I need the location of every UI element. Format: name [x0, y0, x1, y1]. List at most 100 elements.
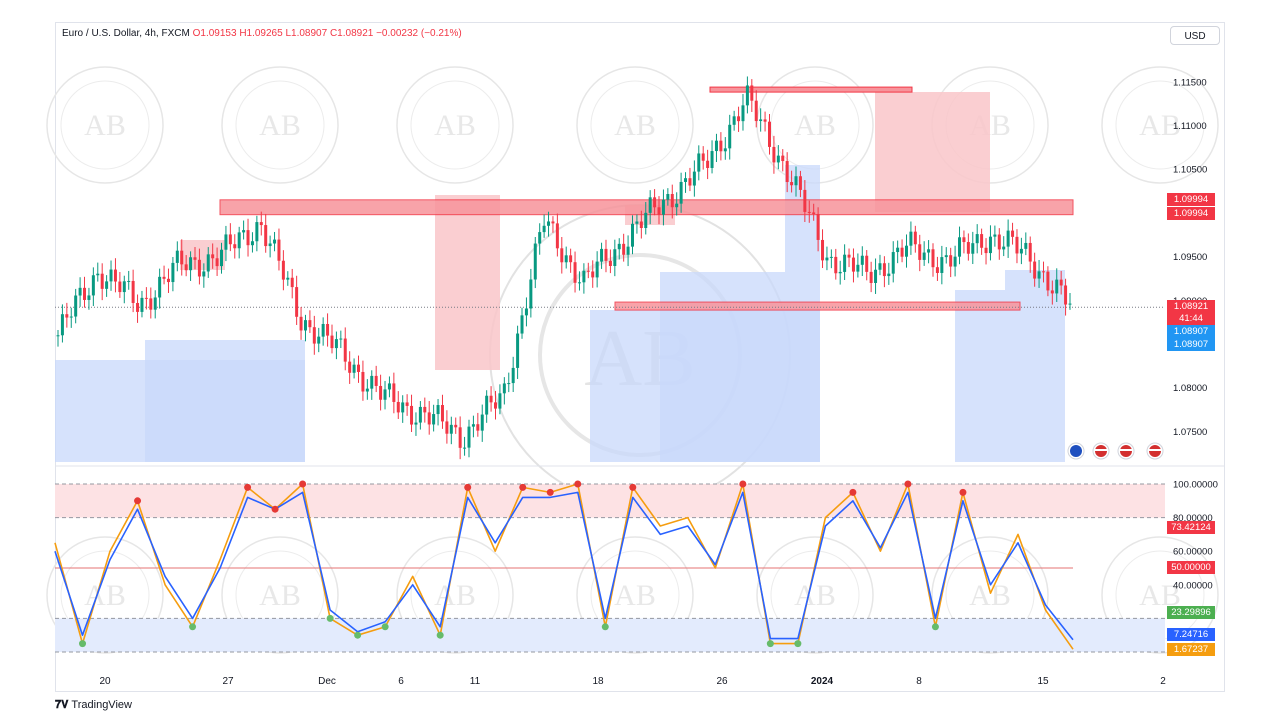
candle-body: [414, 422, 418, 425]
candle-129: [626, 235, 630, 267]
candle-85: [432, 404, 436, 432]
candle-body: [1011, 230, 1015, 237]
watermark-ring: [46, 536, 164, 654]
price-axis-label: 1.08907: [1167, 325, 1215, 338]
symbol-label: Euro / U.S. Dollar, 4h, FXCM: [62, 28, 190, 39]
candle-body: [516, 333, 520, 368]
candle-body: [860, 255, 864, 265]
candle-134: [648, 190, 652, 225]
candle-body: [224, 234, 228, 250]
time-tick: 11: [470, 676, 481, 687]
candle-136: [657, 196, 661, 225]
buy-signal-marker: [794, 640, 802, 648]
candle-114: [560, 236, 564, 274]
candle-167: [794, 166, 798, 197]
sell-signal-marker: [574, 480, 582, 488]
candle-body: [697, 153, 701, 172]
candle-body: [105, 281, 109, 289]
candle-188: [887, 262, 891, 285]
candle-body: [816, 213, 820, 240]
candle-body: [171, 262, 175, 283]
candle-16: [127, 270, 131, 290]
candle-body: [591, 271, 595, 278]
candle-body: [834, 256, 838, 274]
candle-body: [874, 269, 878, 283]
candle-181: [856, 253, 860, 278]
candle-body: [953, 256, 957, 267]
candle-164: [781, 149, 785, 172]
sell-signal-marker: [244, 483, 252, 491]
candle-body: [1064, 285, 1068, 305]
ohlc-values: O1.09153 H1.09265 L1.08907 C1.08921 −0.0…: [192, 28, 462, 39]
candle-111: [547, 211, 551, 237]
candle-body: [180, 250, 184, 265]
candle-body: [714, 140, 718, 152]
candle-6: [83, 276, 87, 308]
time-tick: 2024: [811, 676, 834, 687]
candle-body: [410, 405, 414, 425]
watermark-text: AB: [794, 109, 836, 142]
candle-124: [604, 239, 608, 273]
sell-signal-marker: [739, 480, 747, 488]
buy-signal-marker: [601, 623, 609, 631]
candle-body: [728, 124, 732, 149]
candle-body: [958, 237, 962, 257]
candle-body: [904, 245, 908, 257]
candle-227: [1059, 270, 1063, 295]
candle-body: [772, 146, 776, 163]
candle-27: [175, 241, 179, 272]
price-tick: 1.08000: [1173, 383, 1207, 394]
candle-204: [958, 226, 962, 265]
candle-197: [927, 240, 931, 264]
candle-23: [158, 268, 162, 309]
candle-body: [220, 249, 224, 267]
candle-body: [741, 105, 745, 122]
candle-151: [723, 137, 727, 160]
candle-97: [485, 390, 489, 423]
candle-221: [1033, 252, 1037, 287]
candle-body: [273, 239, 277, 244]
candle-body: [940, 257, 944, 273]
candle-198: [931, 243, 935, 277]
candle-189: [891, 241, 895, 283]
candle-body: [997, 234, 1001, 250]
candle-37: [220, 242, 224, 274]
candle-body: [891, 252, 895, 274]
candle-body: [529, 279, 533, 309]
candle-141: [679, 172, 683, 213]
candle-176: [834, 248, 838, 280]
candle-156: [745, 76, 749, 114]
candle-body: [228, 234, 232, 245]
candle-10: [100, 263, 104, 301]
candle-78: [401, 395, 405, 423]
candle-body: [993, 234, 997, 237]
price-axis-label: 1.09994: [1167, 207, 1215, 220]
candle-body: [737, 116, 741, 122]
candle-173: [821, 229, 825, 269]
flag-stripe: [1120, 449, 1132, 451]
tradingview-logo: 𝟕𝐕 TradingView: [55, 699, 132, 712]
candle-body: [657, 207, 661, 215]
candle-220: [1028, 236, 1032, 273]
candle-28: [180, 239, 184, 276]
candle-191: [900, 239, 904, 263]
candle-148: [710, 140, 714, 174]
watermark-seal-8: AB: [221, 536, 339, 654]
candle-39: [228, 223, 232, 252]
candle-43: [246, 218, 250, 257]
candle-body: [440, 405, 444, 422]
candle-body: [131, 280, 135, 303]
candle-body: [432, 414, 436, 425]
candle-102: [507, 372, 511, 393]
currency-button[interactable]: USD: [1170, 26, 1220, 45]
candle-105: [520, 307, 524, 339]
price-axis-label: 1.08907: [1167, 338, 1215, 351]
candle-202: [949, 247, 953, 278]
candle-body: [144, 297, 148, 299]
candle-119: [582, 263, 586, 294]
time-tick: 18: [592, 676, 604, 687]
candle-166: [790, 170, 794, 193]
candle-body: [1050, 290, 1054, 294]
candle-body: [100, 273, 104, 289]
